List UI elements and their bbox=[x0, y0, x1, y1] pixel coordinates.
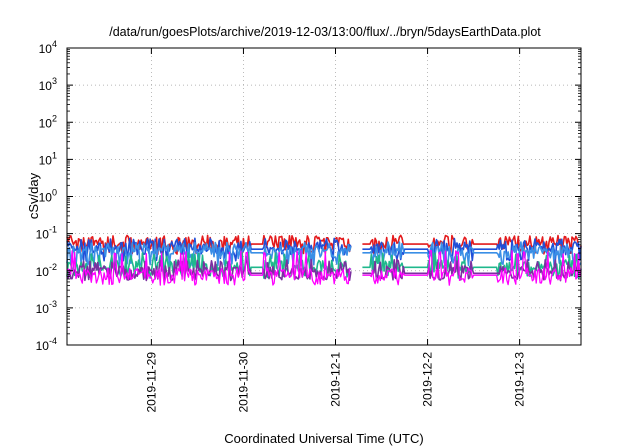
x-tick-label: 2019-12-2 bbox=[421, 352, 435, 407]
grid bbox=[67, 48, 581, 345]
y-tick-label: 10-2 bbox=[36, 262, 57, 279]
x-axis-label: Coordinated Universal Time (UTC) bbox=[224, 431, 423, 446]
y-tick-label: 101 bbox=[39, 150, 57, 167]
y-tick-label: 10-3 bbox=[36, 299, 57, 316]
y-tick-label: 104 bbox=[39, 39, 57, 56]
series-layer bbox=[66, 234, 582, 286]
y-axis-label: cSv/day bbox=[26, 172, 41, 219]
y-tick-label: 103 bbox=[39, 76, 57, 93]
chart-title: /data/run/goesPlots/archive/2019-12-03/1… bbox=[109, 25, 541, 39]
x-tick-label: 2019-11-29 bbox=[144, 352, 158, 413]
x-tick-label: 2019-12-3 bbox=[513, 352, 527, 407]
y-tick-label: 102 bbox=[39, 113, 57, 130]
x-tick-label: 2019-11-30 bbox=[236, 352, 250, 413]
series-line bbox=[66, 249, 582, 286]
x-axis: 2019-11-29 2019-11-30 2019-12-1 2019-12-2 20… bbox=[144, 48, 527, 413]
x-tick-label: 2019-12-1 bbox=[329, 352, 343, 407]
y-tick-label: 10-1 bbox=[36, 225, 57, 242]
y-tick-label: 10-4 bbox=[36, 336, 57, 353]
y-tick-label: 100 bbox=[39, 188, 57, 205]
